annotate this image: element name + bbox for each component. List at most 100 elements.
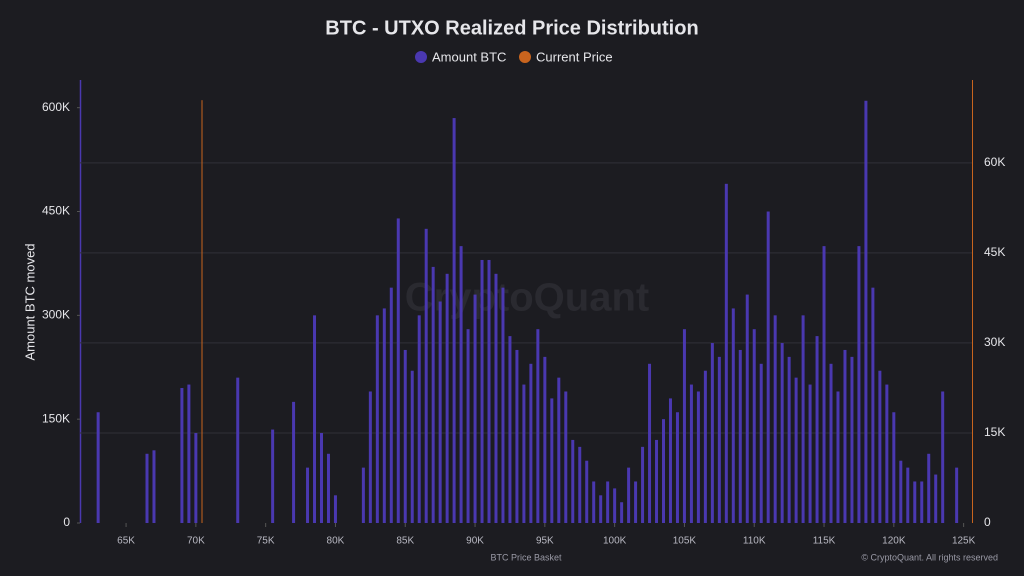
bar xyxy=(424,228,428,523)
bar xyxy=(773,315,777,523)
bar xyxy=(578,446,582,523)
x-tick-label: 70K xyxy=(187,536,205,547)
bar xyxy=(187,384,191,523)
bar xyxy=(780,343,784,523)
bar xyxy=(682,329,686,523)
bar xyxy=(152,450,156,523)
bar xyxy=(236,377,240,523)
bar xyxy=(808,384,812,523)
bar xyxy=(787,356,791,523)
bar xyxy=(201,100,203,524)
bar xyxy=(473,294,477,523)
bar xyxy=(815,336,819,523)
bar xyxy=(606,481,610,523)
legend-swatch xyxy=(519,51,531,63)
bar xyxy=(794,377,798,523)
bar xyxy=(194,433,198,523)
bar xyxy=(892,412,896,523)
bar xyxy=(326,453,330,523)
y-axis-title: Amount BTC moved xyxy=(22,243,37,360)
y-tick-label: 300K xyxy=(42,308,70,322)
bar xyxy=(829,363,833,523)
bar xyxy=(438,301,442,523)
x-tick-label: 100K xyxy=(603,536,627,547)
bar xyxy=(599,495,603,523)
bar xyxy=(885,384,889,523)
watermark: CryptoQuant xyxy=(405,276,649,320)
y2-tick-label: 0 xyxy=(984,515,991,529)
x-tick-label: 125K xyxy=(952,536,976,547)
x-tick-label: 115K xyxy=(813,536,836,547)
bar xyxy=(836,391,840,523)
bar xyxy=(452,118,456,523)
bar xyxy=(585,460,589,523)
legend-label: Current Price xyxy=(536,49,613,64)
x-tick-label: 75K xyxy=(257,536,275,547)
bar xyxy=(508,336,512,523)
y2-tick-label: 15K xyxy=(984,425,1005,439)
bar xyxy=(571,439,575,523)
x-tick-label: 105K xyxy=(673,536,697,547)
bar xyxy=(913,481,917,523)
legend-swatch xyxy=(415,51,427,63)
x-axis-title: BTC Price Basket xyxy=(490,552,562,562)
y-tick-label: 600K xyxy=(42,100,70,114)
bar xyxy=(857,246,861,523)
x-tick-label: 85K xyxy=(396,536,414,547)
bar xyxy=(382,308,386,523)
bar xyxy=(292,401,296,523)
bar xyxy=(180,388,184,523)
y2-tick-label: 60K xyxy=(984,155,1005,169)
bar xyxy=(501,287,505,523)
bar xyxy=(703,370,707,523)
bar xyxy=(745,294,749,523)
bar xyxy=(319,433,323,523)
bar xyxy=(96,412,100,523)
bar xyxy=(696,391,700,523)
bar xyxy=(564,391,568,523)
bar xyxy=(627,467,631,523)
bar xyxy=(550,398,554,523)
bar xyxy=(431,266,435,523)
y-tick-label: 450K xyxy=(42,204,70,218)
bar xyxy=(648,363,652,523)
bar xyxy=(557,377,561,523)
bar xyxy=(934,474,938,523)
bar xyxy=(613,488,617,523)
bar xyxy=(543,356,547,523)
bar xyxy=(522,384,526,523)
bar xyxy=(661,419,665,523)
bar xyxy=(927,453,931,523)
x-tick-label: 65K xyxy=(117,536,135,547)
bar xyxy=(724,183,728,523)
x-tick-label: 95K xyxy=(536,536,554,547)
bar xyxy=(871,287,875,523)
bar xyxy=(752,329,756,523)
bar xyxy=(710,343,714,523)
bar xyxy=(731,308,735,523)
bar xyxy=(313,315,317,523)
bar xyxy=(536,329,540,523)
bar xyxy=(445,273,449,523)
bar xyxy=(906,467,910,523)
y-tick-label: 0 xyxy=(63,515,70,529)
bar xyxy=(864,100,868,523)
bar xyxy=(955,467,959,523)
bar xyxy=(417,315,421,523)
bar xyxy=(487,259,491,523)
bar xyxy=(592,481,596,523)
bar xyxy=(717,356,721,523)
bar xyxy=(368,391,372,523)
bar xyxy=(494,273,498,523)
bar xyxy=(641,446,645,523)
bar xyxy=(655,439,659,523)
y2-tick-label: 30K xyxy=(984,335,1005,349)
bar xyxy=(271,429,275,523)
bar xyxy=(850,356,854,523)
bar xyxy=(689,384,693,523)
y2-tick-label: 45K xyxy=(984,245,1005,259)
x-tick-label: 120K xyxy=(882,536,906,547)
bar xyxy=(459,246,463,523)
